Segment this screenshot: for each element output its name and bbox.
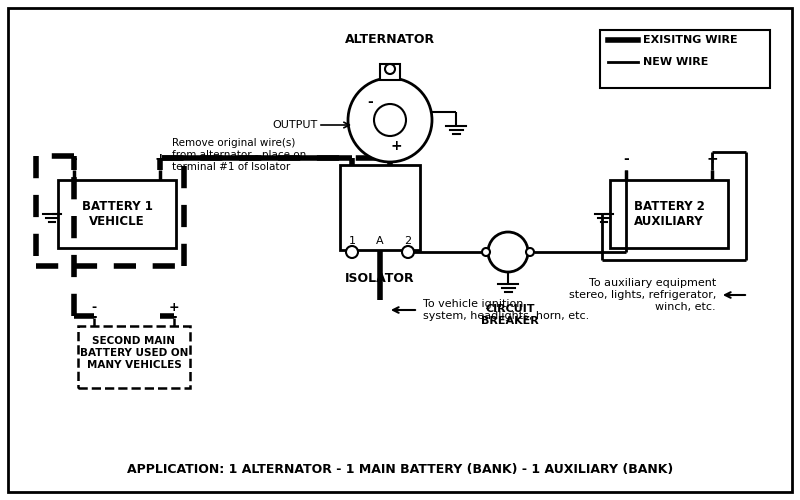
Text: Remove original wire(s)
from alternator - place on
terminal #1 of Isolator: Remove original wire(s) from alternator … <box>172 138 306 172</box>
Text: BATTERY 2
AUXILIARY: BATTERY 2 AUXILIARY <box>634 200 705 228</box>
Circle shape <box>526 248 534 256</box>
Circle shape <box>482 248 490 256</box>
Circle shape <box>348 78 432 162</box>
Text: To vehicle ignition
system, headlights, horn, etc.: To vehicle ignition system, headlights, … <box>423 299 590 321</box>
Text: +: + <box>169 301 179 314</box>
Bar <box>58 180 176 248</box>
Bar <box>340 165 420 250</box>
Circle shape <box>385 64 395 74</box>
Text: -: - <box>91 301 97 314</box>
Text: APPLICATION: 1 ALTERNATOR - 1 MAIN BATTERY (BANK) - 1 AUXILIARY (BANK): APPLICATION: 1 ALTERNATOR - 1 MAIN BATTE… <box>127 464 673 476</box>
Text: -: - <box>623 152 629 166</box>
Text: To auxiliary equipment
stereo, lights, refrigerator,
winch, etc.: To auxiliary equipment stereo, lights, r… <box>569 278 716 312</box>
Bar <box>600 30 770 88</box>
Text: OUTPUT: OUTPUT <box>273 120 318 130</box>
Bar <box>342 194 418 207</box>
Text: SECOND MAIN
BATTERY USED ON
MANY VEHICLES: SECOND MAIN BATTERY USED ON MANY VEHICLE… <box>80 336 188 370</box>
Text: 2: 2 <box>405 236 411 246</box>
Text: ALTERNATOR: ALTERNATOR <box>345 33 435 46</box>
Bar <box>78 326 190 388</box>
Bar <box>342 180 418 194</box>
Text: ISOLATOR: ISOLATOR <box>345 272 415 285</box>
Text: +: + <box>154 152 166 166</box>
Bar <box>610 180 728 248</box>
Text: CIRCUIT
BREAKER: CIRCUIT BREAKER <box>481 304 539 326</box>
Circle shape <box>346 246 358 258</box>
Circle shape <box>488 232 528 272</box>
Text: -: - <box>71 152 77 166</box>
Text: 1: 1 <box>349 236 355 246</box>
Text: A: A <box>376 236 384 246</box>
Text: NEW WIRE: NEW WIRE <box>643 57 708 67</box>
Text: +: + <box>390 139 402 153</box>
Text: EXISITNG WIRE: EXISITNG WIRE <box>643 35 738 45</box>
Text: BATTERY 1
VEHICLE: BATTERY 1 VEHICLE <box>82 200 153 228</box>
Bar <box>342 208 418 222</box>
Circle shape <box>402 246 414 258</box>
Bar <box>380 64 400 80</box>
Circle shape <box>374 104 406 136</box>
Text: +: + <box>706 152 718 166</box>
Text: -: - <box>367 95 373 109</box>
Bar <box>342 222 418 236</box>
Bar <box>342 166 418 179</box>
Bar <box>342 237 418 250</box>
